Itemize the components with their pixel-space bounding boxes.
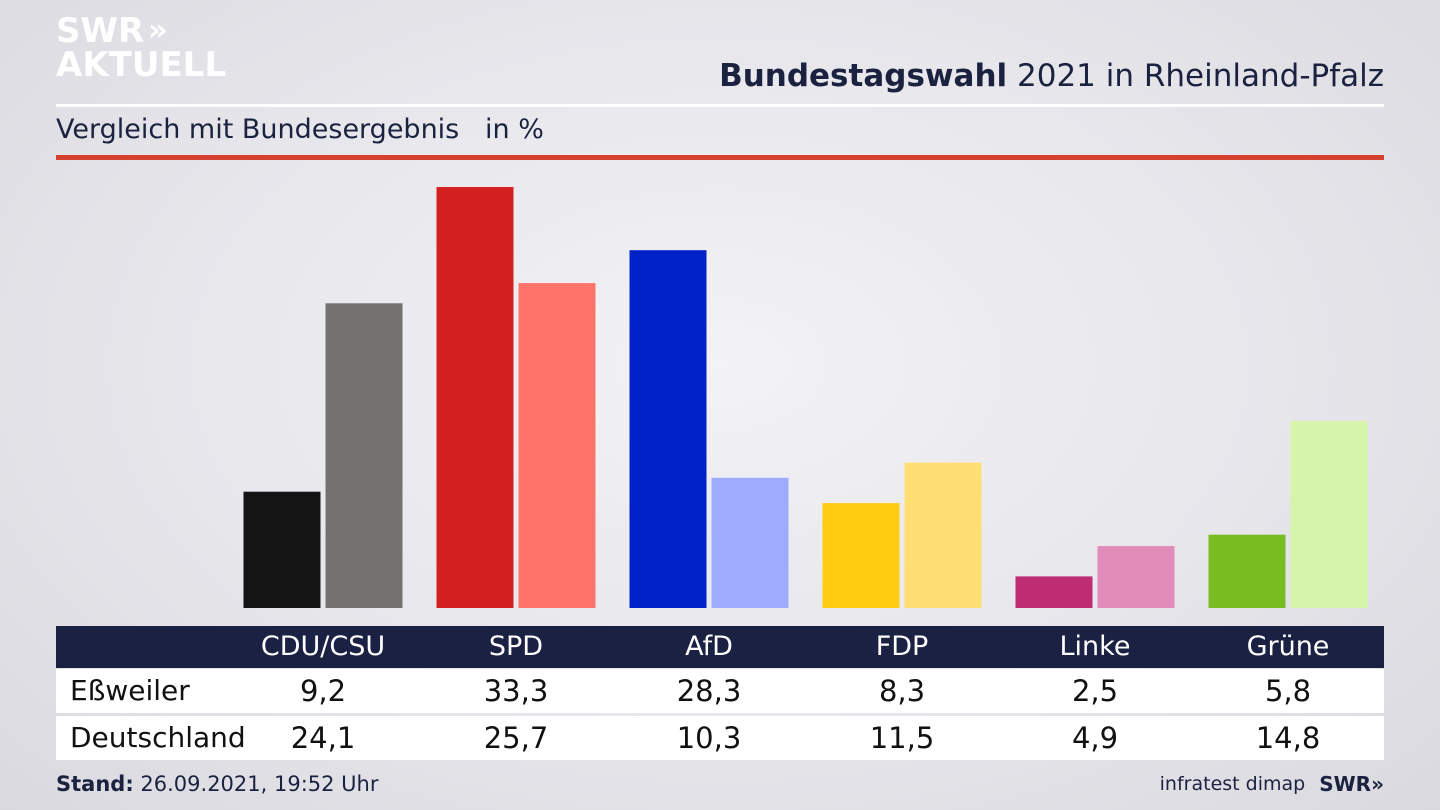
- tick-label: Linke: [1059, 631, 1131, 662]
- data-label: 28,3: [676, 674, 742, 708]
- swr-aktuell-logo: SWR» AKTUELL: [56, 11, 227, 85]
- tick-label: SPD: [488, 631, 544, 662]
- bar-fdp-national: [904, 462, 982, 608]
- title-rest: 2021 in Rheinland-Pfalz: [1007, 58, 1384, 94]
- bar-spd-local: [436, 187, 514, 608]
- table-header: CDU/CSU SPD AfD FDP Linke Grüne: [56, 626, 1384, 668]
- row-label: Eßweiler: [70, 674, 190, 707]
- bar-fdp-local: [822, 503, 900, 608]
- tick-label: CDU/CSU: [260, 631, 386, 662]
- bar-linke-national: [1097, 546, 1175, 608]
- chart-subtitle: Vergleich mit Bundesergebnis in %: [56, 114, 544, 145]
- tick-label: AfD: [685, 631, 733, 662]
- data-label: 33,3: [483, 674, 549, 708]
- data-label: 24,1: [290, 721, 356, 755]
- source-label: infratest dimap: [1159, 773, 1306, 795]
- timestamp: Stand: 26.09.2021, 19:52 Uhr: [56, 772, 379, 796]
- data-label: 8,3: [878, 674, 926, 708]
- stand-label: Stand:: [56, 772, 134, 796]
- header-divider: [56, 104, 1384, 107]
- tick-label: FDP: [875, 631, 929, 662]
- bar-afd-national: [711, 477, 789, 608]
- bar-spd-national: [518, 283, 596, 608]
- data-label: 25,7: [483, 721, 549, 755]
- brand-text: SWR: [1319, 772, 1372, 796]
- logo-swr: SWR: [56, 11, 145, 51]
- bar-gr-ne-national: [1290, 420, 1368, 608]
- swr-footer-logo: SWR»: [1319, 772, 1384, 796]
- brand-arrows-icon: »: [1371, 772, 1384, 796]
- data-label: 2,5: [1071, 674, 1119, 708]
- bar-afd-local: [629, 250, 707, 608]
- row-label: Deutschland: [70, 721, 246, 754]
- source-credit: infratest dimap SWR»: [1160, 772, 1384, 796]
- table-row: Eßweiler 9,2 33,3 28,3 8,3 2,5 5,8: [56, 669, 1384, 713]
- bar-gr-ne-local: [1208, 534, 1286, 608]
- subtitle-divider: [56, 155, 1384, 160]
- tick-label: Grüne: [1246, 631, 1330, 662]
- data-label: 5,8: [1264, 674, 1312, 708]
- bar-linke-local: [1015, 576, 1093, 608]
- page-title: Bundestagswahl 2021 in Rheinland-Pfalz: [719, 58, 1384, 94]
- data-label: 9,2: [299, 674, 347, 708]
- bar-cdu-csu-local: [243, 491, 321, 608]
- table-row: Deutschland 24,1 25,7 10,3 11,5 4,9 14,8: [56, 716, 1384, 760]
- data-label: 10,3: [676, 721, 742, 755]
- title-bold: Bundestagswahl: [719, 58, 1008, 94]
- bar-cdu-csu-national: [325, 303, 403, 608]
- logo-aktuell: AKTUELL: [56, 45, 227, 85]
- data-label: 11,5: [869, 721, 935, 755]
- stand-value: 26.09.2021, 19:52 Uhr: [133, 772, 379, 796]
- data-label: 14,8: [1255, 721, 1321, 755]
- data-label: 4,9: [1071, 721, 1119, 755]
